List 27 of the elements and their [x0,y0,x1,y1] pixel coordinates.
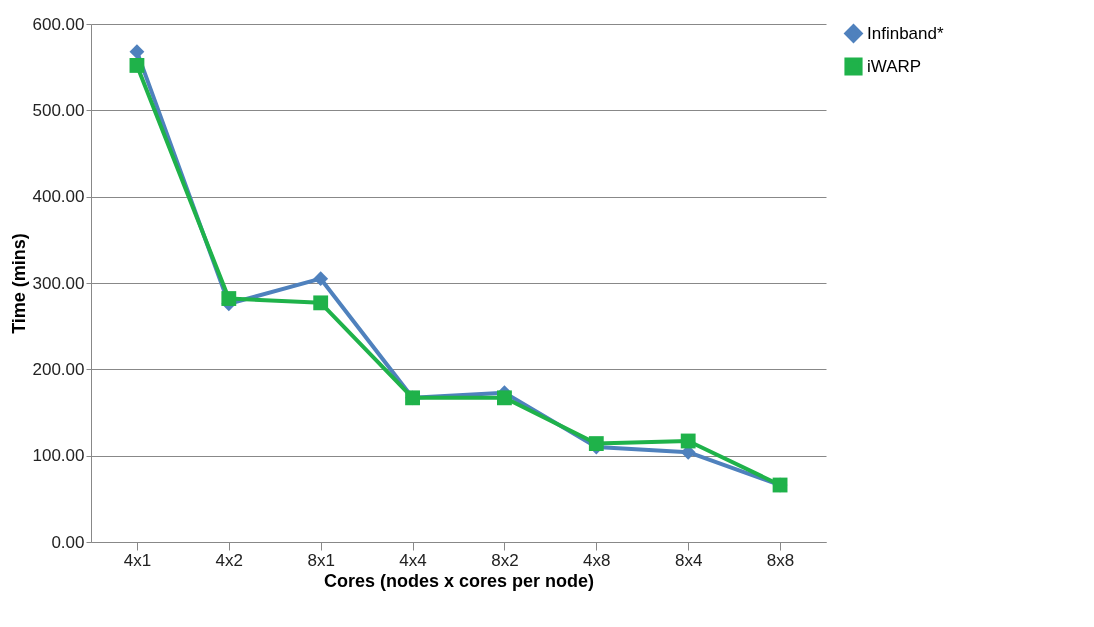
x-tick-label: 8x1 [307,550,335,570]
point [313,295,329,311]
x-tick-label: 8x2 [491,550,519,570]
y-axis-title: Time (mins) [8,233,29,334]
legend-label: Infinband* [867,23,944,43]
point [497,390,512,406]
x-tick-label: 4x2 [215,550,244,570]
y-tick-label: 300.00 [32,273,85,293]
x-tick-label: 8x4 [674,550,703,570]
legend-label: iWARP [867,56,922,76]
point [129,58,145,73]
point [129,44,145,60]
point [680,433,696,449]
point [313,271,329,287]
y-tick-label: 200.00 [32,359,85,379]
y-tick-label: 500.00 [32,100,85,120]
x-tick-label: 4x4 [399,550,427,570]
y-tick-label: 600.00 [32,14,85,34]
y-tick-label: 100.00 [32,446,85,466]
point [588,436,604,451]
y-tick-label: 0.00 [51,532,85,552]
point [221,291,237,306]
x-tick-label: 4x1 [123,550,152,570]
x-tick-label: 8x8 [766,550,795,570]
y-tick-label: 400.00 [32,187,85,207]
x-tick-label: 4x8 [583,550,611,570]
x-axis-title: Cores (nodes x cores per node) [323,570,595,591]
